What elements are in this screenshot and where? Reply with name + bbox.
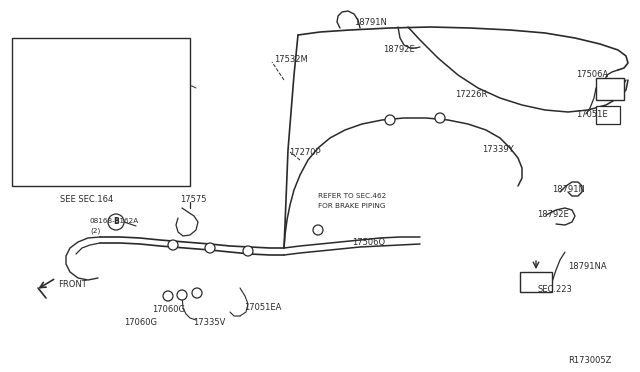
Bar [596, 78, 624, 100]
Text: 18792E: 18792E [537, 210, 569, 219]
Text: 18791N: 18791N [354, 18, 387, 27]
Text: FRONT: FRONT [58, 280, 87, 289]
Circle shape [435, 113, 445, 123]
Bar [520, 272, 552, 292]
Text: 18791N: 18791N [552, 185, 585, 194]
Text: 17506Q: 17506Q [352, 238, 385, 247]
Circle shape [243, 246, 253, 256]
Circle shape [177, 290, 187, 300]
Text: B: B [113, 218, 119, 227]
Bar [12, 38, 190, 186]
Text: 17532M: 17532M [274, 55, 308, 64]
Text: 17335V: 17335V [193, 318, 225, 327]
Text: 17051EA: 17051EA [244, 303, 282, 312]
Text: 17060G: 17060G [152, 305, 185, 314]
Circle shape [313, 225, 323, 235]
Text: 08168-6162A: 08168-6162A [90, 218, 140, 224]
Text: (2): (2) [90, 228, 100, 234]
Text: 17575: 17575 [180, 195, 207, 204]
Circle shape [192, 288, 202, 298]
Text: 17060G: 17060G [124, 318, 157, 327]
Text: 18791NA: 18791NA [568, 262, 607, 271]
Circle shape [385, 115, 395, 125]
Text: FOR BRAKE PIPING: FOR BRAKE PIPING [318, 203, 385, 209]
Text: SEE SEC.164: SEE SEC.164 [60, 195, 113, 204]
Circle shape [108, 214, 124, 230]
Bar [596, 106, 620, 124]
Text: R173005Z: R173005Z [568, 356, 611, 365]
Text: 17270P: 17270P [289, 148, 321, 157]
Text: 17506A: 17506A [576, 70, 608, 79]
Circle shape [205, 243, 215, 253]
Circle shape [163, 291, 173, 301]
Text: 18792E: 18792E [383, 45, 415, 54]
Circle shape [168, 240, 178, 250]
Text: REFER TO SEC.462: REFER TO SEC.462 [318, 193, 387, 199]
Text: 17226R: 17226R [455, 90, 488, 99]
Text: 17339Y: 17339Y [482, 145, 514, 154]
Text: SEC.223: SEC.223 [538, 285, 573, 294]
Text: 17051E: 17051E [576, 110, 607, 119]
